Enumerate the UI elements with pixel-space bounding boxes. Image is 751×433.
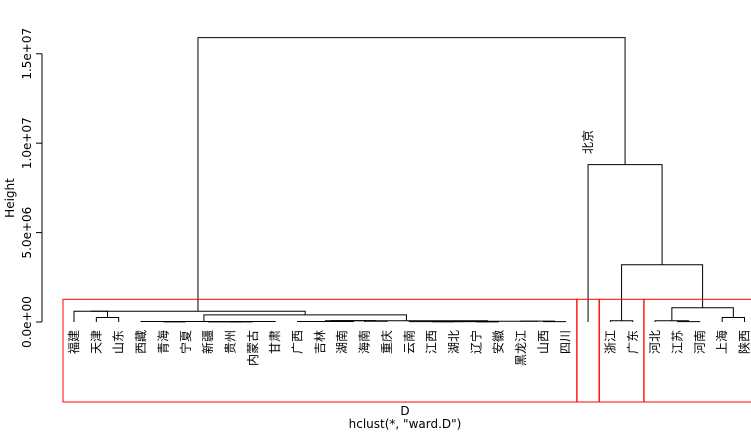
leaf-label: 青海 (155, 330, 170, 354)
leaf-label: 辽宁 (468, 330, 483, 354)
leaf-label: 内蒙古 (245, 330, 260, 366)
leaf-label: 江西 (425, 330, 439, 354)
x-axis-label: D (400, 404, 409, 418)
leaf-label: 宁夏 (178, 330, 193, 354)
leaf-label: 西藏 (134, 330, 148, 354)
dendrogram-branch (197, 37, 626, 312)
leaf-label: 山东 (112, 330, 126, 354)
leaf-label: 北京 (581, 130, 595, 154)
dendrogram-branch (73, 310, 109, 322)
dendrogram-branch (436, 320, 539, 322)
leaf-label: 吉林 (313, 330, 327, 354)
leaf-label: 天津 (89, 330, 103, 354)
leaf-label: 福建 (66, 330, 81, 354)
y-axis: 0.0e+00 5.0e+06 1.0e+07 1.5e+07 (20, 28, 43, 348)
dendrogram-branch (364, 320, 388, 322)
dendrogram-branch (95, 317, 120, 322)
leaf-label: 湖南 (334, 330, 349, 354)
cluster-rectangle (643, 298, 751, 403)
y-tick-label: 0.0e+00 (20, 296, 34, 348)
dendrogram-branch (587, 164, 663, 322)
dendrogram-branch (90, 310, 306, 315)
y-tick-label: 1.0e+07 (20, 117, 34, 169)
leaf-label: 陕西 (737, 330, 751, 354)
leaf-label: 浙江 (603, 330, 617, 354)
leaf-label: 安徽 (491, 330, 506, 354)
leaf-label: 云南 (401, 330, 416, 354)
leaf-label: 四川 (559, 330, 573, 354)
y-tick-label: 5.0e+06 (20, 207, 34, 259)
leaf-label: 广东 (626, 330, 640, 354)
leaf-label: 河南 (692, 330, 707, 354)
dendrogram-branch (721, 317, 745, 322)
dendrogram-tree (73, 37, 745, 323)
y-axis-label: Height (3, 178, 17, 218)
leaf-label: 黑龙江 (514, 330, 528, 366)
leaf-label: 海南 (357, 330, 372, 354)
leaf-label: 新疆 (200, 330, 215, 354)
cluster-rectangles (62, 298, 751, 403)
y-tick-label: 1.5e+07 (20, 28, 34, 80)
leaf-label: 贵州 (223, 330, 237, 354)
dendrogram-branch (609, 320, 634, 322)
dendrogram-branch (621, 264, 704, 321)
leaf-labels: 福建 天津 山东 西藏 青海 宁夏 新疆 贵州 内蒙古 甘肃 广西 吉林 湖南 海南 重庆 云南 江西 湖北 辽宁安… (66, 130, 751, 366)
leaf-label: 湖北 (446, 330, 461, 354)
leaf-label: 山西 (536, 330, 550, 354)
leaf-label: 重庆 (380, 330, 394, 354)
leaf-label: 江苏 (670, 330, 684, 354)
dendrogram-branch (671, 307, 734, 321)
leaf-label: 河北 (648, 330, 662, 354)
leaf-label: 广西 (291, 330, 305, 354)
method-subtitle: hclust(*, "ward.D") (349, 417, 462, 431)
leaf-label: 甘肃 (268, 330, 282, 354)
leaf-label: 上海 (714, 330, 729, 354)
